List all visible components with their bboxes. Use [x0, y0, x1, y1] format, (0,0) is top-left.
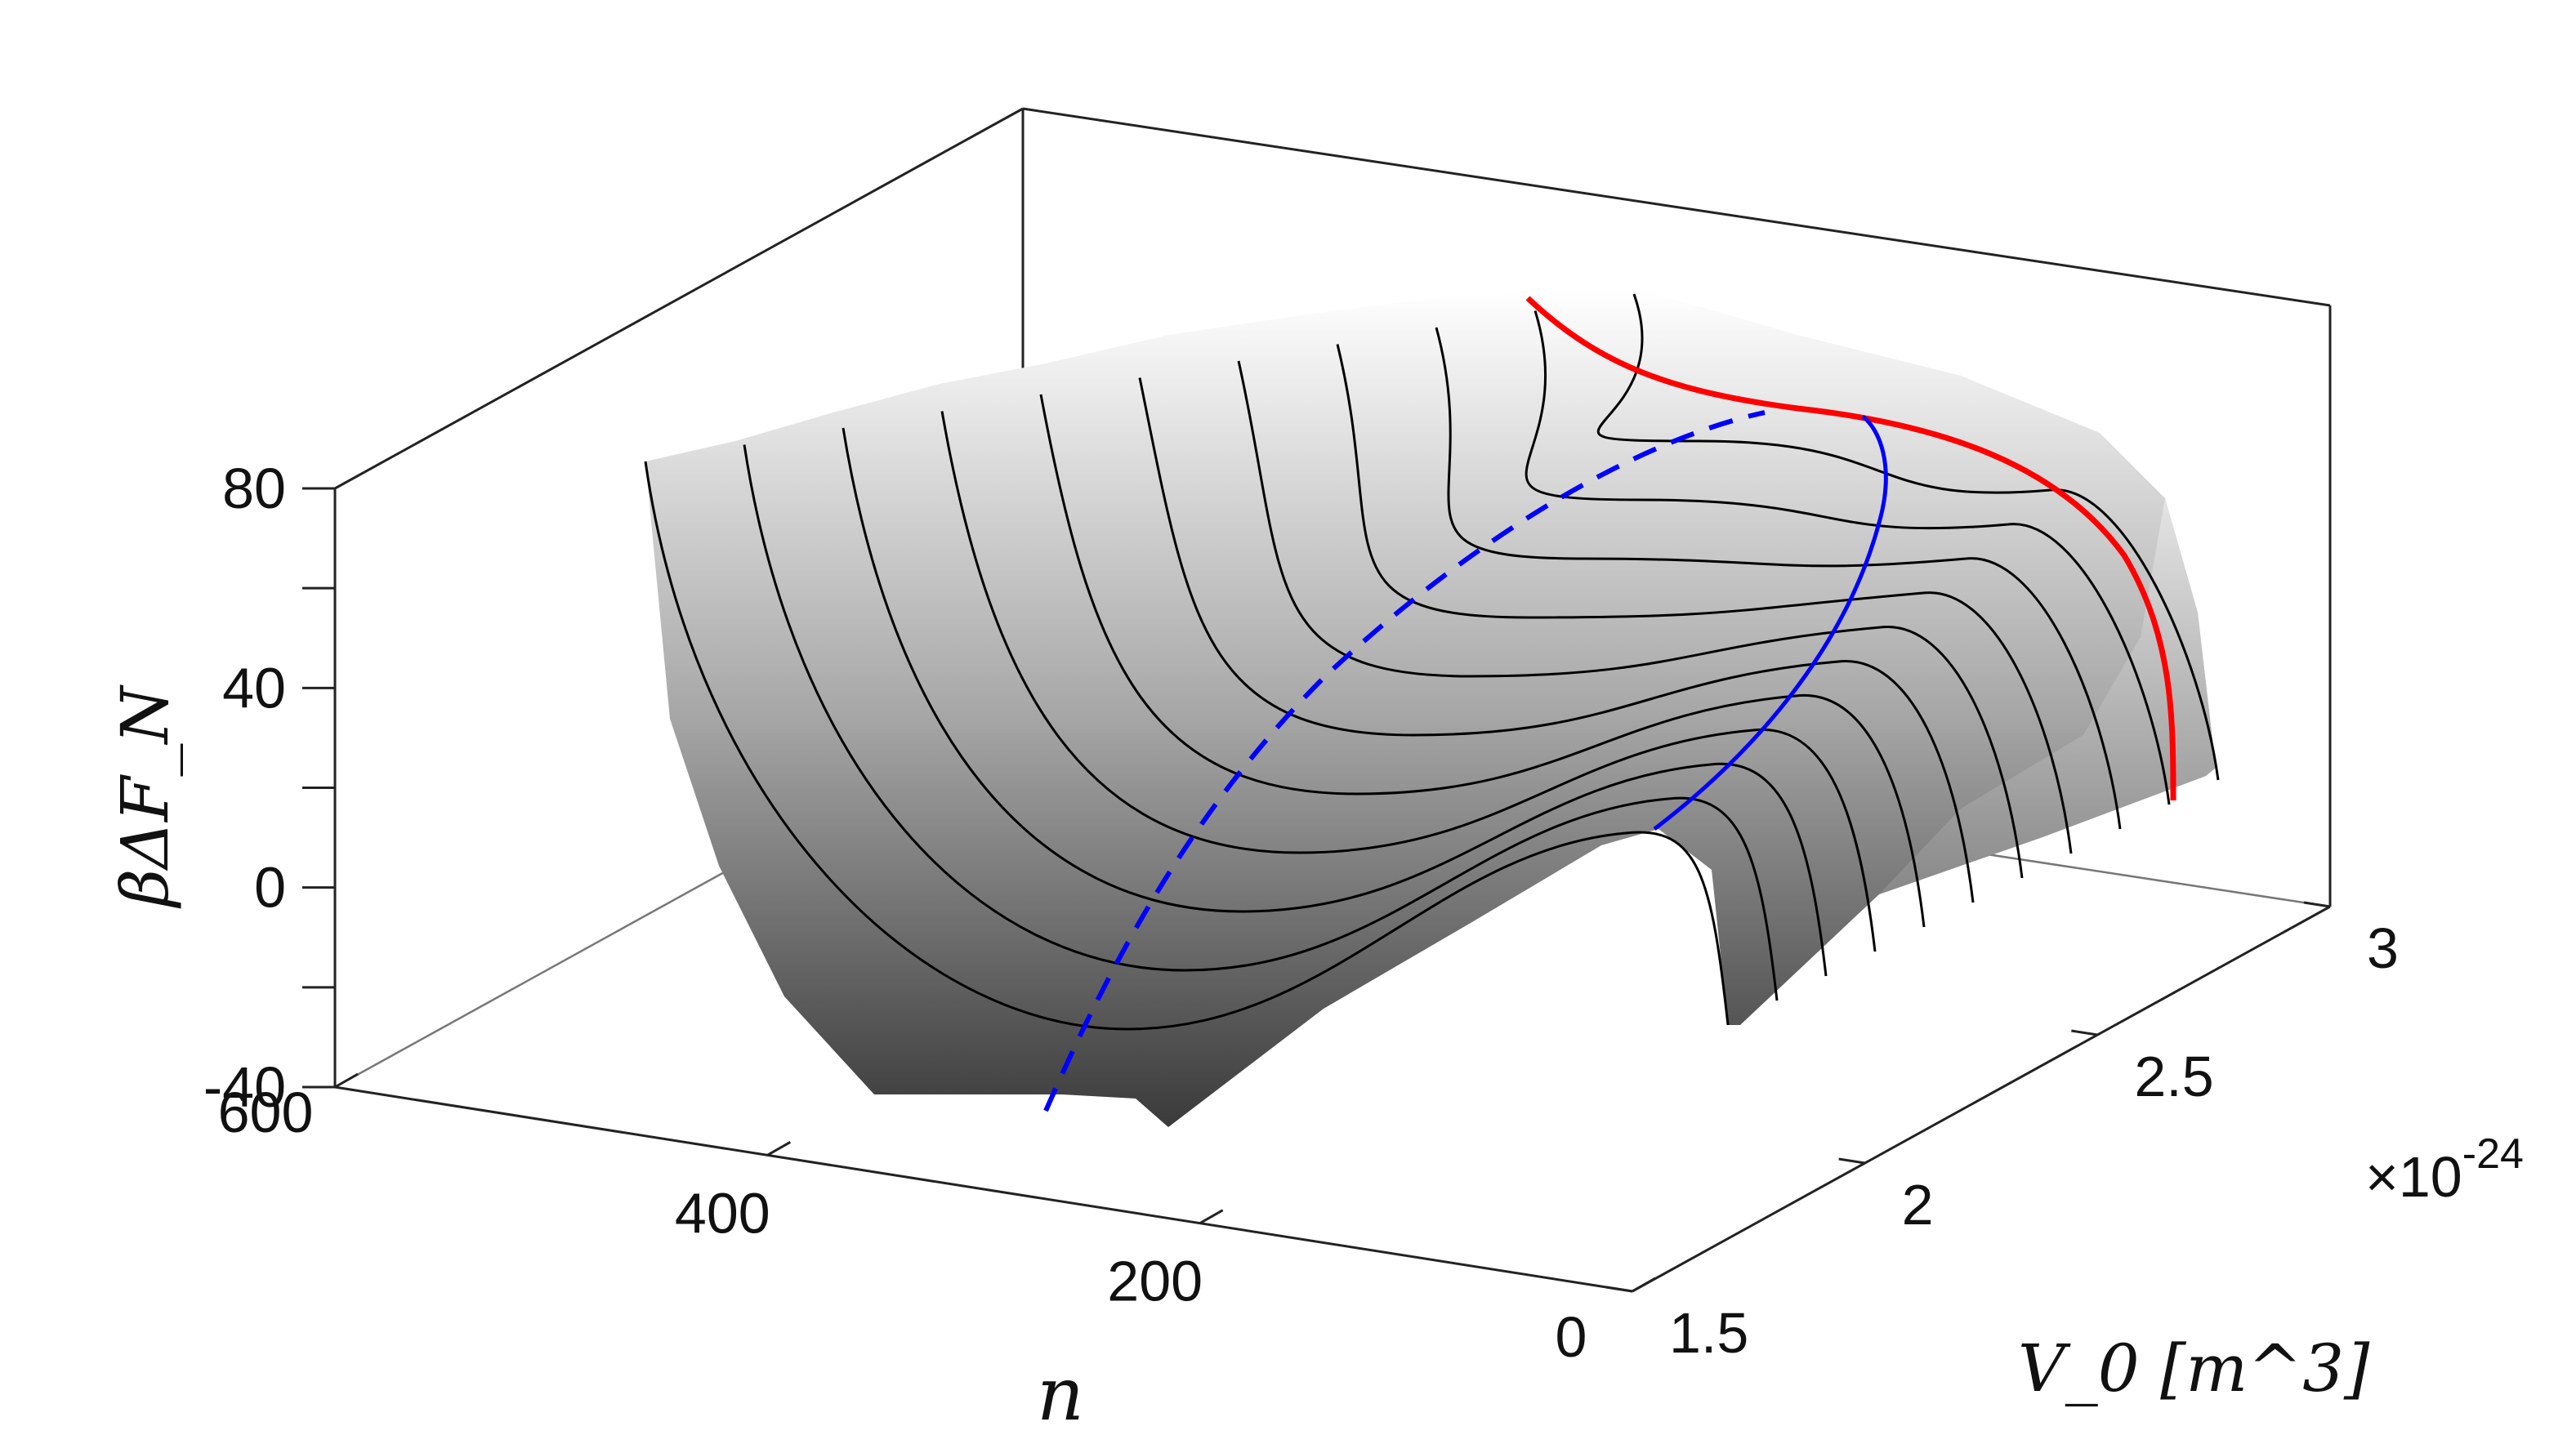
z-axis-label: βΔF_N [107, 684, 183, 909]
z-tick-label: 40 [222, 656, 286, 720]
y-tick-mark [1838, 1157, 1865, 1165]
y-ticks: 1.5 2 2.5 3 [1605, 901, 2399, 1365]
slice-curve [1525, 310, 2171, 805]
z-axis-label-text: βΔF_N [107, 684, 183, 909]
y-tick-label: 2.5 [2134, 1045, 2213, 1108]
box-edge-top-left [334, 107, 1024, 490]
slice-curve [743, 444, 1779, 1001]
slice-curve [1039, 394, 1926, 928]
slice-curve [1138, 377, 1975, 903]
slice-curve [1435, 327, 2122, 830]
x-tick-mark [1199, 1209, 1224, 1224]
blue-solid-curve [1653, 415, 1888, 831]
x-tick-mark [1632, 1277, 1656, 1293]
slice-curve [1596, 293, 2220, 781]
exponent-power: -24 [2462, 1130, 2524, 1178]
slice-curves [644, 293, 2220, 1031]
x-tick-label: 400 [675, 1181, 770, 1245]
x-tick-mark [766, 1141, 792, 1157]
y-tick-mark [1605, 1286, 1633, 1293]
red-curve [1525, 296, 2176, 801]
slice-curve [1237, 360, 2024, 879]
free-energy-surface [645, 290, 2216, 1127]
z-ticks: -40 0 40 80 [203, 457, 335, 1119]
x-tick-label: 0 [1556, 1305, 1587, 1369]
y-axis-label: V_0 [m^3] [2018, 1330, 2370, 1406]
slice-curve [644, 461, 1730, 1031]
surface-main [645, 290, 2216, 1127]
x-ticks: 0 200 400 600 [218, 1072, 1656, 1369]
y-tick-label: 1.5 [1669, 1301, 1748, 1365]
y-tick-mark [2071, 1029, 2098, 1036]
y-tick-label: 3 [2367, 916, 2399, 980]
slice-curve [1336, 344, 2073, 854]
exponent-base: ×10 [2365, 1145, 2462, 1209]
slice-curve [940, 411, 1877, 952]
y-tick-mark [2303, 901, 2331, 908]
surface-right-face [1879, 498, 2216, 894]
y-axis-line [1632, 905, 2331, 1293]
y-axis [1632, 905, 2331, 1293]
slice-curve [842, 427, 1828, 977]
x-axis-label: n [1037, 1352, 1084, 1437]
z-tick-label: 0 [254, 856, 286, 920]
box-edge-top-back [1022, 107, 2331, 307]
x-axis [334, 1085, 1633, 1293]
y-axis-exponent: ×10-24 [2365, 1130, 2524, 1209]
x-tick-label: 200 [1107, 1250, 1203, 1313]
y-tick-label: 2 [1902, 1173, 1934, 1237]
x-tick-mark [334, 1072, 359, 1089]
x-axis-line [334, 1085, 1633, 1293]
z-tick-label: 80 [222, 457, 286, 520]
x-tick-label: 600 [218, 1081, 314, 1144]
z-tick-label: -40 [203, 1055, 286, 1119]
